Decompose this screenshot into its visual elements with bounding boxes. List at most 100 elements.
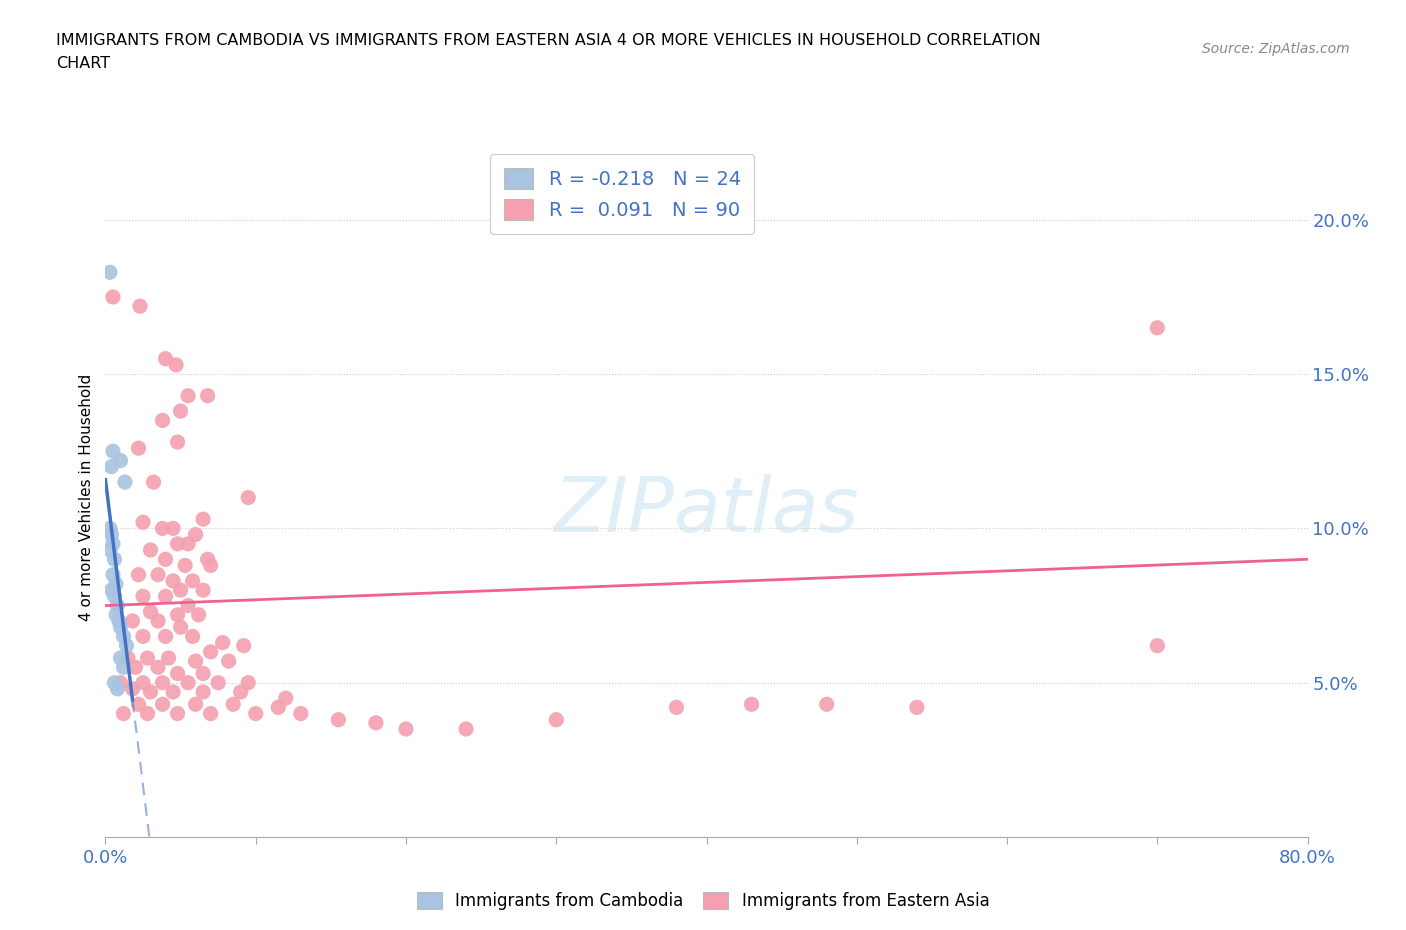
Point bbox=[146, 660, 169, 675]
Point bbox=[146, 614, 169, 629]
Point bbox=[117, 651, 139, 666]
Point bbox=[110, 651, 132, 666]
Point bbox=[136, 651, 159, 666]
Point bbox=[184, 697, 207, 711]
Point bbox=[162, 684, 184, 699]
Point bbox=[222, 697, 245, 711]
Point bbox=[100, 527, 122, 542]
Point bbox=[229, 684, 252, 699]
Point bbox=[395, 722, 418, 737]
Point bbox=[166, 666, 188, 681]
Point bbox=[181, 629, 204, 644]
Point bbox=[101, 289, 124, 304]
Point bbox=[103, 675, 125, 690]
Point bbox=[364, 715, 387, 730]
Point bbox=[146, 567, 169, 582]
Point bbox=[197, 551, 219, 566]
Point bbox=[191, 512, 214, 526]
Point bbox=[110, 619, 132, 634]
Point bbox=[162, 521, 184, 536]
Point bbox=[177, 598, 200, 613]
Point bbox=[218, 654, 240, 669]
Point bbox=[107, 682, 129, 697]
Point bbox=[124, 660, 146, 675]
Point bbox=[101, 567, 124, 582]
Point bbox=[103, 589, 125, 604]
Point bbox=[815, 697, 838, 711]
Point bbox=[177, 389, 200, 404]
Point bbox=[101, 444, 124, 458]
Point bbox=[454, 722, 477, 737]
Y-axis label: 4 or more Vehicles in Household: 4 or more Vehicles in Household bbox=[79, 374, 94, 621]
Point bbox=[121, 682, 143, 697]
Point bbox=[177, 537, 200, 551]
Point bbox=[200, 644, 222, 659]
Point bbox=[1146, 320, 1168, 335]
Point bbox=[245, 706, 267, 721]
Point bbox=[191, 684, 214, 699]
Point bbox=[1146, 638, 1168, 653]
Point bbox=[132, 675, 155, 690]
Point bbox=[169, 583, 191, 598]
Point bbox=[166, 706, 188, 721]
Point bbox=[184, 527, 207, 542]
Point bbox=[166, 607, 188, 622]
Point bbox=[741, 697, 763, 711]
Text: ZIPatlas: ZIPatlas bbox=[554, 474, 859, 548]
Point bbox=[152, 521, 174, 536]
Point bbox=[166, 537, 188, 551]
Point bbox=[328, 712, 350, 727]
Point bbox=[238, 675, 260, 690]
Point bbox=[157, 651, 180, 666]
Point bbox=[100, 459, 122, 474]
Point bbox=[905, 700, 928, 715]
Point bbox=[152, 413, 174, 428]
Point bbox=[165, 357, 187, 372]
Point bbox=[169, 619, 191, 634]
Point bbox=[169, 404, 191, 418]
Point bbox=[103, 551, 125, 566]
Point bbox=[112, 706, 135, 721]
Point bbox=[115, 638, 138, 653]
Point bbox=[104, 577, 127, 591]
Point bbox=[211, 635, 233, 650]
Point bbox=[274, 691, 297, 706]
Point bbox=[155, 352, 177, 366]
Point bbox=[128, 567, 150, 582]
Legend: Immigrants from Cambodia, Immigrants from Eastern Asia: Immigrants from Cambodia, Immigrants fro… bbox=[411, 885, 995, 917]
Point bbox=[139, 684, 162, 699]
Point bbox=[152, 675, 174, 690]
Point bbox=[110, 453, 132, 468]
Point bbox=[166, 434, 188, 449]
Point bbox=[132, 589, 155, 604]
Point bbox=[112, 629, 135, 644]
Point bbox=[177, 675, 200, 690]
Point bbox=[191, 666, 214, 681]
Point bbox=[114, 474, 136, 489]
Point bbox=[546, 712, 568, 727]
Point bbox=[121, 614, 143, 629]
Point bbox=[98, 521, 121, 536]
Point bbox=[155, 629, 177, 644]
Point bbox=[139, 604, 162, 619]
Point bbox=[238, 490, 260, 505]
Point bbox=[132, 629, 155, 644]
Point bbox=[181, 574, 204, 589]
Point bbox=[200, 706, 222, 721]
Point bbox=[200, 558, 222, 573]
Point bbox=[187, 607, 209, 622]
Text: IMMIGRANTS FROM CAMBODIA VS IMMIGRANTS FROM EASTERN ASIA 4 OR MORE VEHICLES IN H: IMMIGRANTS FROM CAMBODIA VS IMMIGRANTS F… bbox=[56, 33, 1040, 47]
Point bbox=[155, 589, 177, 604]
Point bbox=[155, 551, 177, 566]
Point bbox=[108, 614, 131, 629]
Point bbox=[162, 574, 184, 589]
Point bbox=[142, 474, 165, 489]
Point bbox=[104, 607, 127, 622]
Point bbox=[112, 660, 135, 675]
Point bbox=[184, 654, 207, 669]
Point bbox=[136, 706, 159, 721]
Point bbox=[128, 441, 150, 456]
Point bbox=[191, 583, 214, 598]
Point bbox=[110, 675, 132, 690]
Point bbox=[132, 515, 155, 530]
